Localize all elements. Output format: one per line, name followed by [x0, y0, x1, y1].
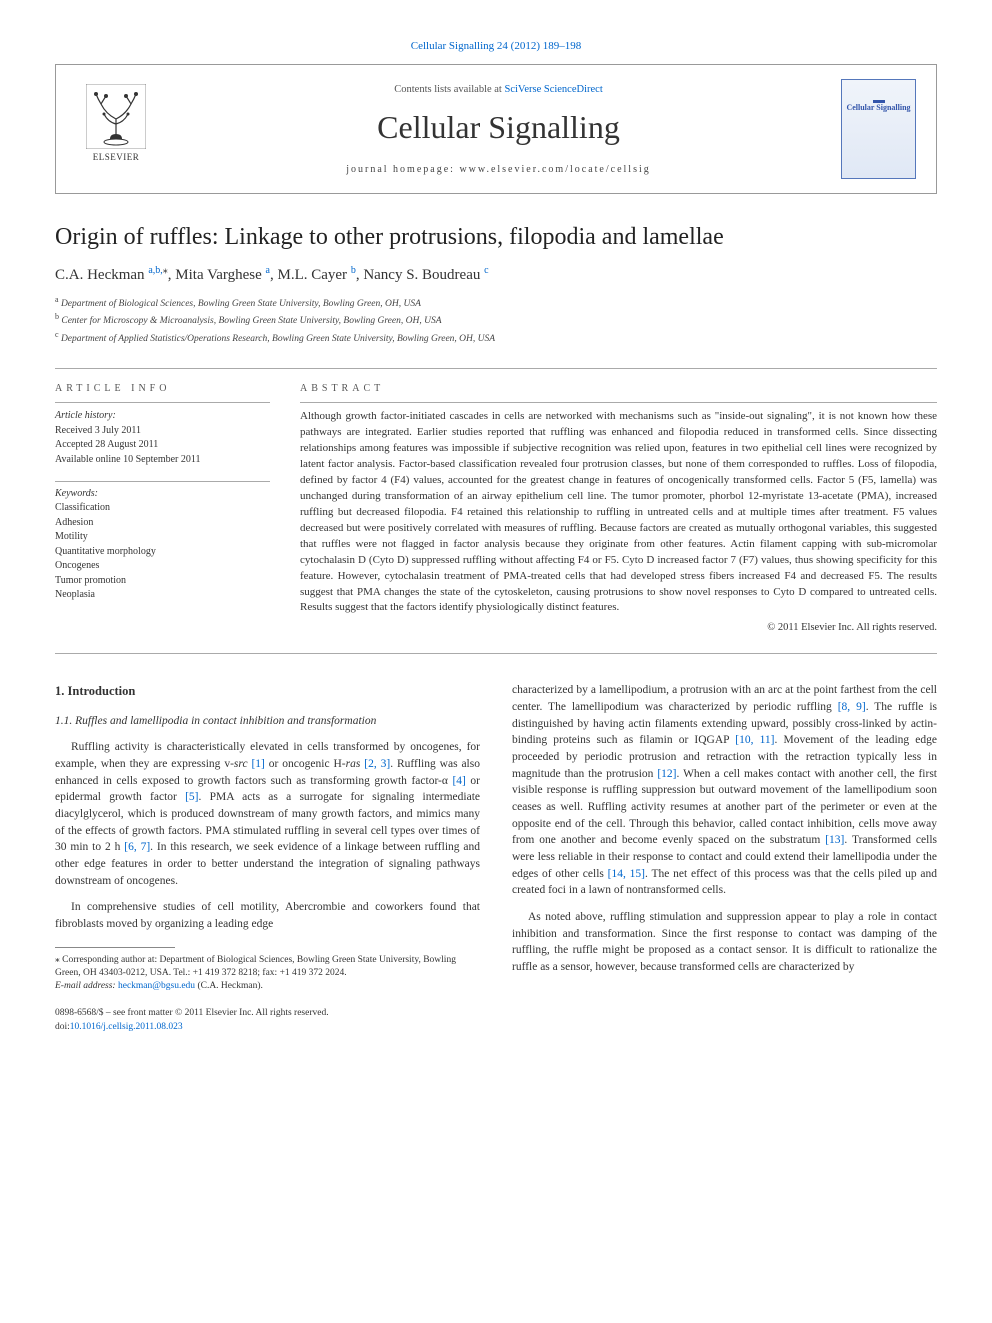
elsevier-tree-icon [86, 84, 146, 149]
journal-header: ELSEVIER Contents lists available at Sci… [55, 64, 937, 194]
email-suffix: (C.A. Heckman). [195, 981, 263, 991]
article-info-heading: ARTICLE INFO [55, 383, 270, 394]
journal-title: Cellular Signalling [156, 109, 841, 146]
footnote-divider [55, 947, 175, 948]
abstract-divider [300, 402, 937, 403]
p1-src: src [234, 758, 252, 770]
body-columns: 1. Introduction 1.1. Ruffles and lamelli… [55, 682, 937, 1034]
doi-label: doi: [55, 1022, 70, 1032]
top-journal-name: Cellular Signalling [411, 40, 494, 52]
aff-b-text: Center for Microscopy & Microanalysis, B… [59, 317, 442, 327]
keyword-5: Oncogenes [55, 559, 270, 574]
contents-available-line: Contents lists available at SciVerse Sci… [156, 84, 841, 95]
article-info-block: ARTICLE INFO Article history: Received 3… [55, 383, 270, 633]
p1-b: or oncogenic H- [265, 758, 346, 770]
corresponding-author-footnote: ⁎ Corresponding author at: Department of… [55, 954, 480, 994]
journal-homepage: journal homepage: www.elsevier.com/locat… [156, 164, 841, 175]
affiliation-a: a Department of Biological Sciences, Bow… [55, 294, 937, 311]
page-footer: 0898-6568/$ – see front matter © 2011 El… [55, 1007, 480, 1034]
received-date: Received 3 July 2011 [55, 424, 270, 439]
article-title: Origin of ruffles: Linkage to other prot… [55, 224, 937, 251]
cover-title: Cellular Signalling [846, 103, 910, 113]
p1-ras: ras [346, 758, 365, 770]
author-list: C.A. Heckman a,b,⁎, Mita Varghese a, M.L… [55, 265, 937, 284]
ref-8-9[interactable]: [8, 9] [838, 701, 866, 713]
body-p4: As noted above, ruffling stimulation and… [512, 909, 937, 976]
body-divider [55, 653, 937, 654]
author-2-name: , Mita Varghese [168, 267, 266, 283]
keyword-1: Classification [55, 501, 270, 516]
affiliations: a Department of Biological Sciences, Bow… [55, 294, 937, 346]
header-divider [55, 368, 937, 369]
ref-13[interactable]: [13] [825, 834, 844, 846]
issn-line: 0898-6568/$ – see front matter © 2011 El… [55, 1007, 480, 1020]
body-p2: In comprehensive studies of cell motilit… [55, 899, 480, 932]
author-1: C.A. Heckman a,b,⁎ [55, 267, 168, 283]
keyword-7: Neoplasia [55, 588, 270, 603]
abstract-heading: ABSTRACT [300, 383, 937, 394]
email-link[interactable]: heckman@bgsu.edu [118, 981, 195, 991]
elsevier-logo: ELSEVIER [76, 84, 156, 174]
ref-2-3[interactable]: [2, 3] [364, 758, 390, 770]
sciencedirect-link[interactable]: SciVerse ScienceDirect [504, 84, 602, 95]
keyword-2: Adhesion [55, 516, 270, 531]
homepage-url: www.elsevier.com/locate/cellsig [459, 164, 650, 175]
doi-line: doi:10.1016/j.cellsig.2011.08.023 [55, 1021, 480, 1034]
section-1-heading: 1. Introduction [55, 682, 480, 700]
keyword-6: Tumor promotion [55, 574, 270, 589]
body-p3: characterized by a lamellipodium, a prot… [512, 682, 937, 899]
abstract-copyright: © 2011 Elsevier Inc. All rights reserved… [300, 622, 937, 633]
body-p1: Ruffling activity is characteristically … [55, 739, 480, 889]
aff-c-text: Department of Applied Statistics/Operati… [59, 334, 496, 344]
accepted-date: Accepted 28 August 2011 [55, 438, 270, 453]
elsevier-name: ELSEVIER [93, 152, 140, 162]
aff-a-text: Department of Biological Sciences, Bowli… [59, 299, 421, 309]
author-4-name: , Nancy S. Boudreau [356, 267, 484, 283]
footnote-corr-text: ⁎ Corresponding author at: Department of… [55, 954, 480, 981]
info-divider-2 [55, 481, 270, 482]
subsection-1-1-heading: 1.1. Ruffles and lamellipodia in contact… [55, 713, 480, 730]
author-4: , Nancy S. Boudreau c [356, 267, 489, 283]
email-label: E-mail address: [55, 981, 118, 991]
keyword-4: Quantitative morphology [55, 545, 270, 560]
ref-1[interactable]: [1] [251, 758, 264, 770]
keywords-label: Keywords: [55, 488, 270, 499]
ref-10-11[interactable]: [10, 11] [735, 734, 774, 746]
author-3-name: , M.L. Cayer [270, 267, 351, 283]
ref-6-7[interactable]: [6, 7] [124, 841, 150, 853]
author-1-name: C.A. Heckman [55, 267, 148, 283]
author-2: , Mita Varghese a [168, 267, 270, 283]
abstract-text: Although growth factor-initiated cascade… [300, 409, 937, 616]
ref-12[interactable]: [12] [657, 768, 676, 780]
keywords-list: Classification Adhesion Motility Quantit… [55, 501, 270, 603]
keyword-3: Motility [55, 530, 270, 545]
journal-cover-thumbnail: Cellular Signalling [841, 79, 916, 179]
left-column: 1. Introduction 1.1. Ruffles and lamelli… [55, 682, 480, 1034]
info-divider-1 [55, 402, 270, 403]
doi-value[interactable]: 10.1016/j.cellsig.2011.08.023 [70, 1022, 183, 1032]
right-column: characterized by a lamellipodium, a prot… [512, 682, 937, 1034]
homepage-prefix: journal homepage: [346, 164, 459, 175]
footnote-email-line: E-mail address: heckman@bgsu.edu (C.A. H… [55, 980, 480, 993]
ref-4[interactable]: [4] [452, 775, 465, 787]
history-label: Article history: [55, 409, 270, 424]
abstract-block: ABSTRACT Although growth factor-initiate… [300, 383, 937, 633]
online-date: Available online 10 September 2011 [55, 453, 270, 468]
top-pages: 24 (2012) 189–198 [497, 40, 581, 52]
author-4-sup: c [484, 265, 488, 276]
author-1-sup: a,b, [148, 265, 162, 276]
author-3: , M.L. Cayer b [270, 267, 356, 283]
ref-14-15[interactable]: [14, 15] [608, 868, 645, 880]
affiliation-b: b Center for Microscopy & Microanalysis,… [55, 311, 937, 328]
contents-prefix: Contents lists available at [394, 84, 504, 95]
affiliation-c: c Department of Applied Statistics/Opera… [55, 329, 937, 346]
ref-5[interactable]: [5] [185, 791, 198, 803]
top-journal-link[interactable]: Cellular Signalling 24 (2012) 189–198 [55, 40, 937, 52]
